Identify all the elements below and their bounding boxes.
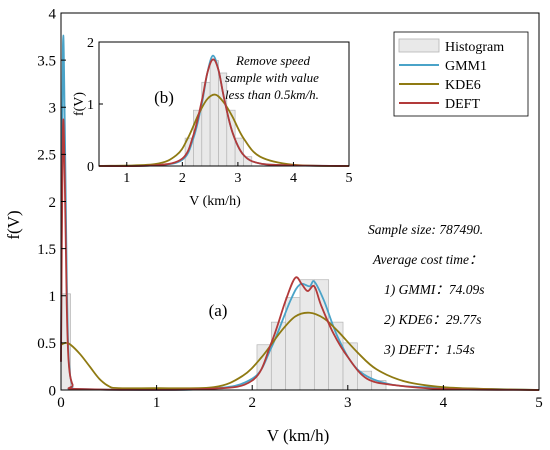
- inset-x-axis-label: V (km/h): [189, 194, 241, 209]
- main-histogram-bar: [60, 293, 71, 391]
- main-x-tick-label: 2: [248, 395, 256, 411]
- main-y-tick-label: 4: [49, 6, 57, 22]
- inset-note-line-3: less than 0.5km/h.: [225, 87, 319, 102]
- inset-histogram: [184, 60, 253, 167]
- main-y-tick-label: 0: [49, 383, 57, 399]
- main-series-kde6-line: [60, 311, 540, 391]
- legend-histogram-swatch: [398, 38, 440, 53]
- inset-x-tick-label: 3: [234, 171, 241, 186]
- main-y-tick-label: 3.5: [37, 53, 56, 69]
- inset-x-tick-label: 1: [123, 171, 130, 186]
- deft-cost-text: 3) DEFT：1.54s: [383, 342, 475, 357]
- inset-series-lines: [98, 54, 350, 168]
- main-y-tick-label: 1.5: [37, 242, 56, 258]
- main-x-tick-label: 3: [344, 395, 352, 411]
- inset-annotation: Remove speed sample with value less than…: [225, 53, 319, 102]
- inset-note-line-2: sample with value: [225, 70, 319, 85]
- inset-histogram-bar: [209, 60, 219, 167]
- inset-panel-label: (b): [154, 88, 174, 107]
- inset-series-kde6-line: [98, 93, 350, 167]
- inset-ticks: 1 2 3 4 5 0 1 2: [87, 36, 353, 186]
- main-series-gmm1-line: [60, 34, 540, 391]
- main-y-tick-label: 1: [49, 289, 57, 305]
- main-x-tick-label: 0: [57, 395, 65, 411]
- main-y-tick-label: 2.5: [37, 148, 56, 164]
- main-y-axis-label: f(V): [4, 210, 23, 239]
- average-cost-title: Average cost time：: [372, 252, 482, 267]
- main-x-tick-label: 5: [535, 395, 543, 411]
- main-series-deft-line: [60, 118, 540, 391]
- main-histogram-bar: [285, 297, 301, 391]
- main-histogram-bar: [299, 279, 315, 391]
- inset-y-tick-label: 1: [87, 98, 94, 113]
- kde-cost-text: 2) KDE6：29.77s: [384, 312, 482, 327]
- sample-size-text: Sample size: 787490.: [368, 222, 483, 237]
- legend-kde-label: KDE6: [445, 78, 481, 93]
- legend-deft-label: DEFT: [445, 97, 480, 112]
- inset-x-tick-label: 4: [290, 171, 297, 186]
- inset-x-tick-label: 2: [179, 171, 186, 186]
- inset-y-tick-label: 2: [87, 36, 94, 51]
- inset-y-tick-label: 0: [87, 160, 94, 175]
- inset-series-deft-line: [98, 58, 350, 168]
- inset-x-tick-label: 5: [346, 171, 353, 186]
- inset-note-line-1: Remove speed: [235, 53, 310, 68]
- main-series-lines: [60, 34, 540, 391]
- main-x-axis-label: V (km/h): [267, 426, 330, 445]
- inset-y-axis-label: f(V): [72, 92, 87, 116]
- legend: Histogram GMM1 KDE6 DEFT: [393, 31, 529, 117]
- main-ticks: 0 1 2 3 4 5 0 0.5 1 1.5 2 2.5 3 3.5 4: [37, 6, 543, 411]
- main-panel-label: (a): [209, 301, 228, 320]
- cost-annotations: Sample size: 787490. Average cost time： …: [368, 222, 485, 357]
- main-x-tick-label: 1: [153, 395, 161, 411]
- main-y-tick-label: 0.5: [37, 336, 56, 352]
- main-y-tick-label: 3: [49, 101, 57, 117]
- legend-gmm-label: GMM1: [445, 59, 487, 74]
- main-x-tick-label: 4: [440, 395, 448, 411]
- gmm-cost-text: 1) GMMI：74.09s: [384, 282, 485, 297]
- main-y-tick-label: 2: [49, 195, 57, 211]
- legend-histogram-label: Histogram: [445, 40, 504, 55]
